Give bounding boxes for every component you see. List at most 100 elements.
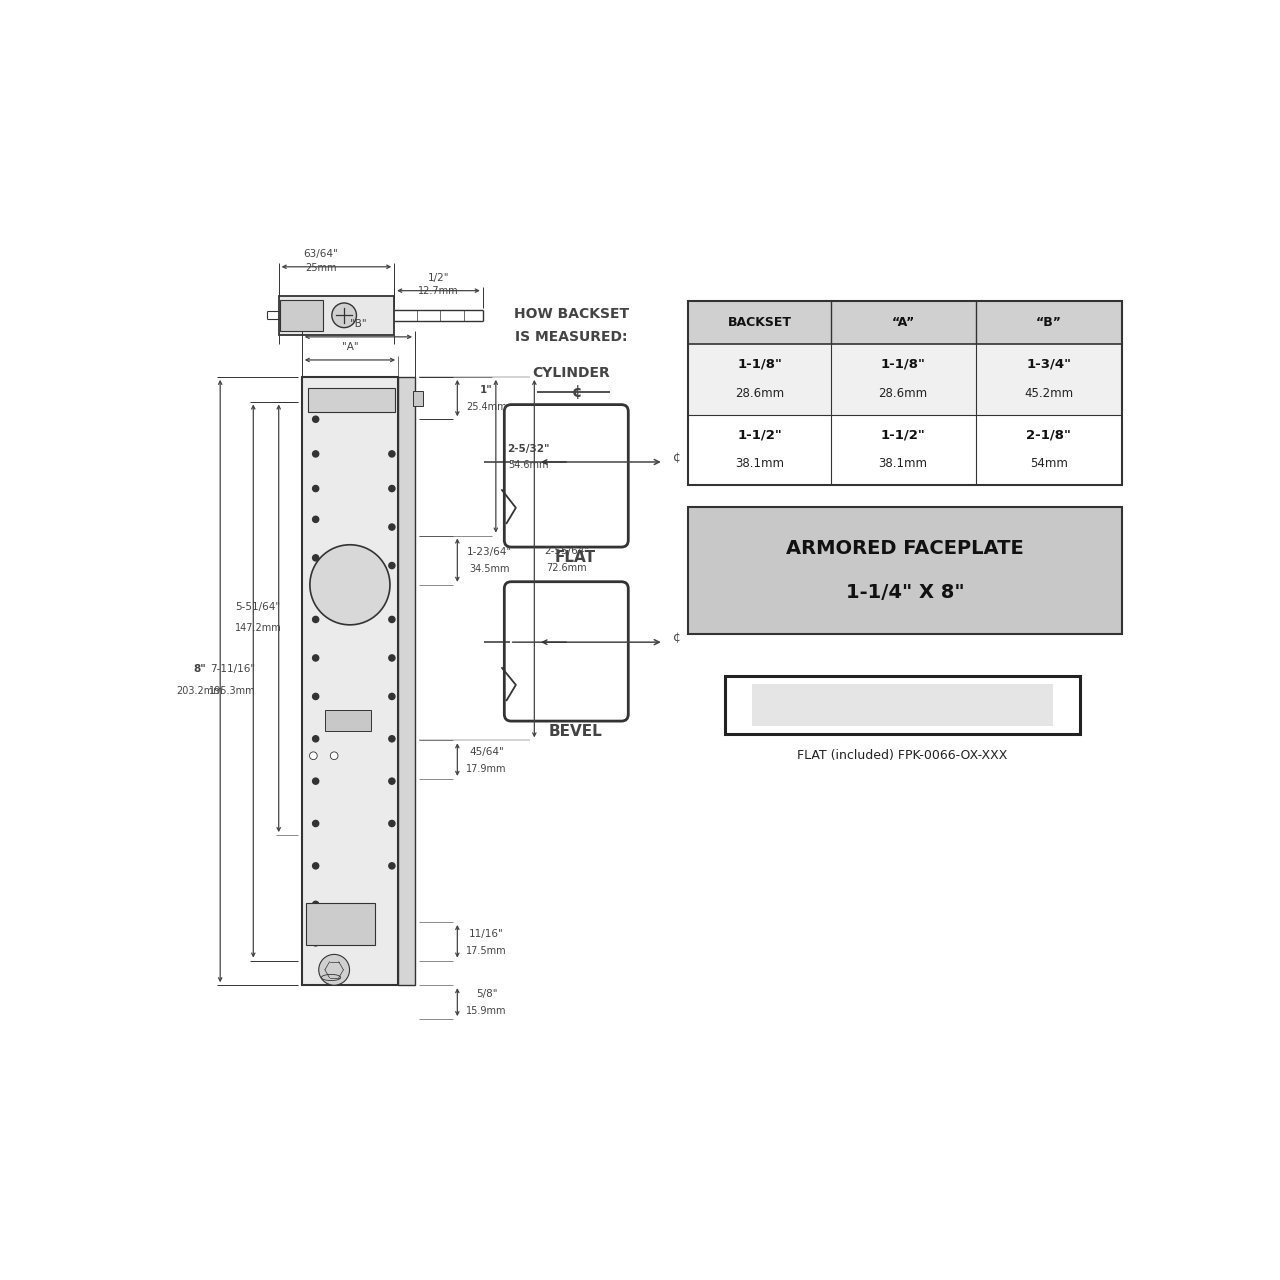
Text: 7-11/16": 7-11/16" <box>210 664 255 675</box>
FancyBboxPatch shape <box>504 581 628 721</box>
Bar <box>302 376 398 986</box>
Text: ¢: ¢ <box>673 631 681 644</box>
Text: 1-1/2": 1-1/2" <box>881 428 925 442</box>
Text: 1-1/8": 1-1/8" <box>737 357 782 370</box>
Circle shape <box>389 694 396 700</box>
Circle shape <box>312 901 319 908</box>
Bar <box>753 684 1052 727</box>
Text: BACKSET: BACKSET <box>727 316 791 329</box>
Bar <box>689 301 1121 344</box>
Bar <box>413 390 422 406</box>
Text: "B": "B" <box>351 319 366 329</box>
Text: 8": 8" <box>193 664 206 675</box>
Circle shape <box>312 655 319 660</box>
Text: 17.5mm: 17.5mm <box>466 946 507 956</box>
Circle shape <box>312 617 319 622</box>
Circle shape <box>389 485 396 492</box>
Bar <box>689 415 1121 485</box>
Text: 45.2mm: 45.2mm <box>1024 387 1073 399</box>
Text: CYLINDER: CYLINDER <box>532 366 611 380</box>
Circle shape <box>312 736 319 742</box>
Circle shape <box>312 778 319 785</box>
Text: “A”: “A” <box>892 316 915 329</box>
Text: 17.9mm: 17.9mm <box>466 764 507 774</box>
Text: ARMORED FACEPLATE: ARMORED FACEPLATE <box>786 539 1024 558</box>
Circle shape <box>389 451 396 457</box>
Circle shape <box>389 863 396 869</box>
Circle shape <box>330 751 338 759</box>
Circle shape <box>312 451 319 457</box>
Text: 203.2mm: 203.2mm <box>177 686 223 696</box>
Circle shape <box>312 516 319 522</box>
Text: 15.9mm: 15.9mm <box>466 1006 507 1016</box>
Text: ¢: ¢ <box>673 451 681 463</box>
Circle shape <box>389 617 396 622</box>
Text: 54.6mm: 54.6mm <box>508 461 548 471</box>
Text: 1-1/2": 1-1/2" <box>737 428 782 442</box>
Bar <box>325 709 371 731</box>
Text: FLAT (included) FPK-0066-OX-XXX: FLAT (included) FPK-0066-OX-XXX <box>797 749 1007 762</box>
Bar <box>308 388 396 412</box>
Circle shape <box>312 863 319 869</box>
Bar <box>689 301 1121 485</box>
Text: 1-1/8": 1-1/8" <box>881 357 925 370</box>
Text: 2-1/8": 2-1/8" <box>1027 428 1071 442</box>
Ellipse shape <box>321 974 340 980</box>
Text: IS MEASURED:: IS MEASURED: <box>515 330 627 344</box>
Circle shape <box>389 524 396 530</box>
Circle shape <box>332 303 356 328</box>
Text: 2-5/32": 2-5/32" <box>507 443 549 453</box>
Circle shape <box>389 820 396 827</box>
Text: 147.2mm: 147.2mm <box>234 623 282 634</box>
Text: 38.1mm: 38.1mm <box>878 457 928 471</box>
Text: 1/2": 1/2" <box>428 273 449 283</box>
Text: BEVEL: BEVEL <box>548 723 602 739</box>
Circle shape <box>312 820 319 827</box>
Text: 28.6mm: 28.6mm <box>735 387 785 399</box>
Circle shape <box>312 940 319 946</box>
Bar <box>279 296 394 334</box>
Circle shape <box>389 778 396 785</box>
Text: 2-55/64": 2-55/64" <box>544 545 589 556</box>
Circle shape <box>389 562 396 568</box>
Text: 1-3/4": 1-3/4" <box>1027 357 1071 370</box>
Bar <box>398 376 415 986</box>
Text: "A": "A" <box>342 342 358 352</box>
Text: 1-1/4" X 8": 1-1/4" X 8" <box>846 582 964 602</box>
Text: 195.3mm: 195.3mm <box>209 686 256 696</box>
Circle shape <box>310 545 390 625</box>
Circle shape <box>312 485 319 492</box>
Bar <box>726 676 1079 735</box>
Text: 1": 1" <box>480 385 493 396</box>
Text: 54mm: 54mm <box>1030 457 1068 471</box>
Text: 34.5mm: 34.5mm <box>470 564 509 575</box>
Text: 72.6mm: 72.6mm <box>547 563 588 573</box>
Bar <box>689 507 1121 634</box>
Circle shape <box>312 694 319 700</box>
Text: 28.6mm: 28.6mm <box>878 387 928 399</box>
Text: 25mm: 25mm <box>306 264 337 274</box>
Text: 5/8": 5/8" <box>476 989 498 1000</box>
Circle shape <box>319 955 349 986</box>
Bar <box>689 344 1121 415</box>
Text: 12.7mm: 12.7mm <box>417 285 458 296</box>
Text: HOW BACKSET: HOW BACKSET <box>513 307 628 321</box>
Text: ¢: ¢ <box>572 385 582 399</box>
Circle shape <box>310 751 317 759</box>
Circle shape <box>312 416 319 422</box>
Text: 5-51/64": 5-51/64" <box>236 602 280 612</box>
Circle shape <box>389 736 396 742</box>
Text: FLAT: FLAT <box>554 549 595 564</box>
Circle shape <box>389 655 396 660</box>
Text: 38.1mm: 38.1mm <box>735 457 785 471</box>
Bar <box>280 300 323 330</box>
Text: 63/64": 63/64" <box>303 248 338 259</box>
Circle shape <box>312 554 319 561</box>
Text: 11/16": 11/16" <box>470 928 504 938</box>
Bar <box>306 902 375 945</box>
Text: “B”: “B” <box>1036 316 1061 329</box>
FancyBboxPatch shape <box>504 404 628 547</box>
Text: 45/64": 45/64" <box>470 748 504 756</box>
Text: 1-23/64": 1-23/64" <box>467 548 512 558</box>
Text: 25.4mm: 25.4mm <box>466 402 507 412</box>
